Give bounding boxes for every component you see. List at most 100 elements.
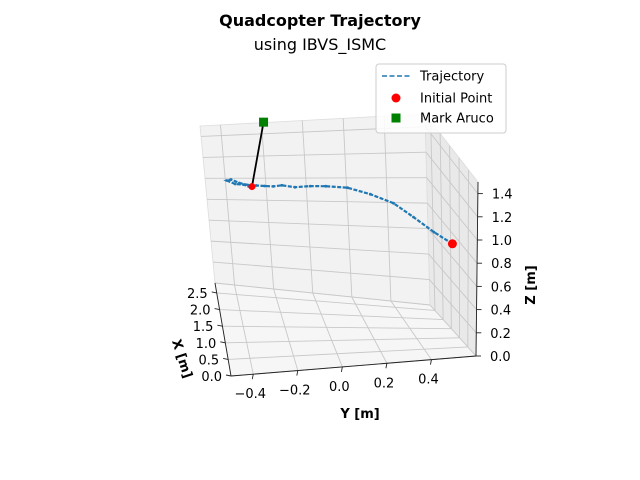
z-tick-label: 0.2 bbox=[490, 327, 511, 342]
trajectory-point bbox=[324, 184, 328, 188]
y-tick-mark bbox=[385, 363, 388, 369]
grid-line-z bbox=[424, 126, 479, 194]
y-tick-mark bbox=[296, 370, 299, 376]
y-tick-label: 0.2 bbox=[374, 376, 395, 391]
legend-initial-point-label: Initial Point bbox=[420, 92, 492, 107]
grid-line-x bbox=[222, 325, 452, 330]
y-tick-mark bbox=[251, 374, 254, 380]
trajectory-point bbox=[280, 183, 284, 187]
x-tick-label: 0.0 bbox=[201, 370, 222, 385]
aruco-mark-marker bbox=[259, 117, 269, 127]
grid-line-y bbox=[273, 288, 299, 371]
chart-subtitle: using IBVS_ISMC bbox=[254, 35, 386, 55]
grid-line-x bbox=[430, 121, 436, 311]
trajectory-point bbox=[229, 178, 233, 181]
y-tick-mark bbox=[430, 359, 432, 365]
grid-line-y bbox=[383, 116, 392, 302]
trajectory-point bbox=[263, 184, 267, 188]
x-tick-label: 1.5 bbox=[193, 320, 214, 335]
y-tick-label: −0.2 bbox=[279, 384, 311, 399]
legend-initial-point-swatch bbox=[391, 93, 401, 103]
x-tick-label: 1.0 bbox=[196, 337, 217, 352]
z-tick-label: 0.8 bbox=[491, 257, 512, 272]
grid-line-y bbox=[301, 120, 314, 294]
aruco-pointer-line bbox=[251, 121, 265, 187]
x-axis-label: X [m] bbox=[168, 338, 195, 381]
trajectory-point bbox=[238, 181, 241, 185]
grid-line-y bbox=[312, 292, 343, 368]
x-tick-label: 2.5 bbox=[187, 287, 208, 302]
z-tick-label: 1.4 bbox=[492, 188, 513, 203]
grid-line-x bbox=[219, 309, 444, 321]
z-axis-line bbox=[475, 181, 479, 357]
x-axis-line bbox=[214, 282, 232, 377]
grid-line-x bbox=[449, 145, 452, 329]
grid-lines bbox=[200, 116, 479, 377]
axes-panes bbox=[199, 112, 479, 377]
x-tick-mark bbox=[220, 341, 226, 344]
z-tick-label: 1.2 bbox=[492, 211, 513, 226]
trajectory-series bbox=[223, 178, 454, 246]
grid-line-x bbox=[458, 157, 461, 338]
grid-line-z bbox=[427, 228, 478, 287]
trajectory-point bbox=[392, 201, 395, 205]
trajectory-point bbox=[242, 183, 245, 187]
y-axis-label: Y [m] bbox=[339, 407, 379, 422]
grid-line-z bbox=[214, 282, 431, 306]
grid-line-y bbox=[220, 124, 235, 286]
trajectory-point bbox=[254, 184, 258, 187]
y-tick-label: 0.4 bbox=[418, 373, 439, 388]
grid-line-z bbox=[428, 279, 477, 334]
trajectory-point bbox=[368, 192, 372, 196]
z-axis-label: Z [m] bbox=[524, 265, 539, 304]
legend-box bbox=[375, 63, 507, 134]
y-axis-line bbox=[230, 355, 477, 377]
back-pane bbox=[199, 113, 431, 306]
legend-trajectory-label: Trajectory bbox=[419, 70, 484, 85]
x-tick-labels: 0.0 0.51.0 1.52.0 2.5 bbox=[187, 287, 232, 385]
trajectory-point bbox=[271, 185, 275, 188]
grid-line-y bbox=[260, 122, 275, 290]
x-tick-mark bbox=[211, 291, 217, 294]
trajectory-point bbox=[233, 182, 237, 186]
x-tick-label: 2.0 bbox=[190, 304, 211, 319]
grid-line-y bbox=[390, 300, 432, 360]
trajectory-point bbox=[412, 215, 415, 219]
legend-aruco-label: Mark Aruco bbox=[420, 112, 494, 127]
grid-line-y bbox=[234, 284, 254, 375]
trajectory-point bbox=[346, 186, 349, 190]
trajectory-markers bbox=[248, 117, 457, 249]
x-tick-mark bbox=[214, 308, 220, 311]
grid-line-z bbox=[425, 151, 478, 218]
z-tick-labels: 0.0 0.2 0.4 0.6 0.8 1.0 1.2 1.4 bbox=[476, 188, 513, 365]
axis-lines bbox=[214, 181, 479, 377]
grid-line-z bbox=[204, 177, 427, 179]
y-tick-labels: −0.4 −0.2 0.0 0.2 0.4 bbox=[234, 359, 439, 402]
x-tick-mark bbox=[223, 357, 229, 360]
legend: Trajectory Initial Point Mark Aruco bbox=[375, 63, 507, 134]
x-tick-mark bbox=[225, 374, 232, 377]
trajectory-point bbox=[293, 185, 297, 189]
y-tick-label: 0.0 bbox=[329, 380, 350, 395]
trajectory-point bbox=[225, 179, 229, 182]
legend-aruco-swatch bbox=[391, 113, 401, 123]
z-tick-label: 0.0 bbox=[490, 350, 511, 365]
grid-line-z bbox=[208, 219, 429, 230]
x-tick-label: 0.5 bbox=[198, 353, 219, 368]
grid-line-z bbox=[212, 261, 430, 280]
grid-line-z bbox=[429, 304, 477, 357]
grid-line-z bbox=[202, 151, 427, 158]
grid-line-y bbox=[342, 118, 353, 298]
initial-point-marker bbox=[447, 239, 457, 249]
z-tick-label: 1.0 bbox=[491, 234, 512, 249]
y-tick-mark bbox=[340, 366, 343, 372]
trajectory-point bbox=[308, 184, 312, 188]
grid-line-x bbox=[439, 133, 444, 320]
grid-line-x bbox=[467, 169, 469, 347]
end-point-marker bbox=[248, 183, 256, 191]
grid-line-z bbox=[428, 253, 477, 310]
grid-line-z bbox=[210, 240, 429, 255]
trajectory-point bbox=[432, 230, 436, 234]
x-tick-mark bbox=[217, 324, 223, 327]
y-tick-label: −0.4 bbox=[234, 387, 266, 402]
